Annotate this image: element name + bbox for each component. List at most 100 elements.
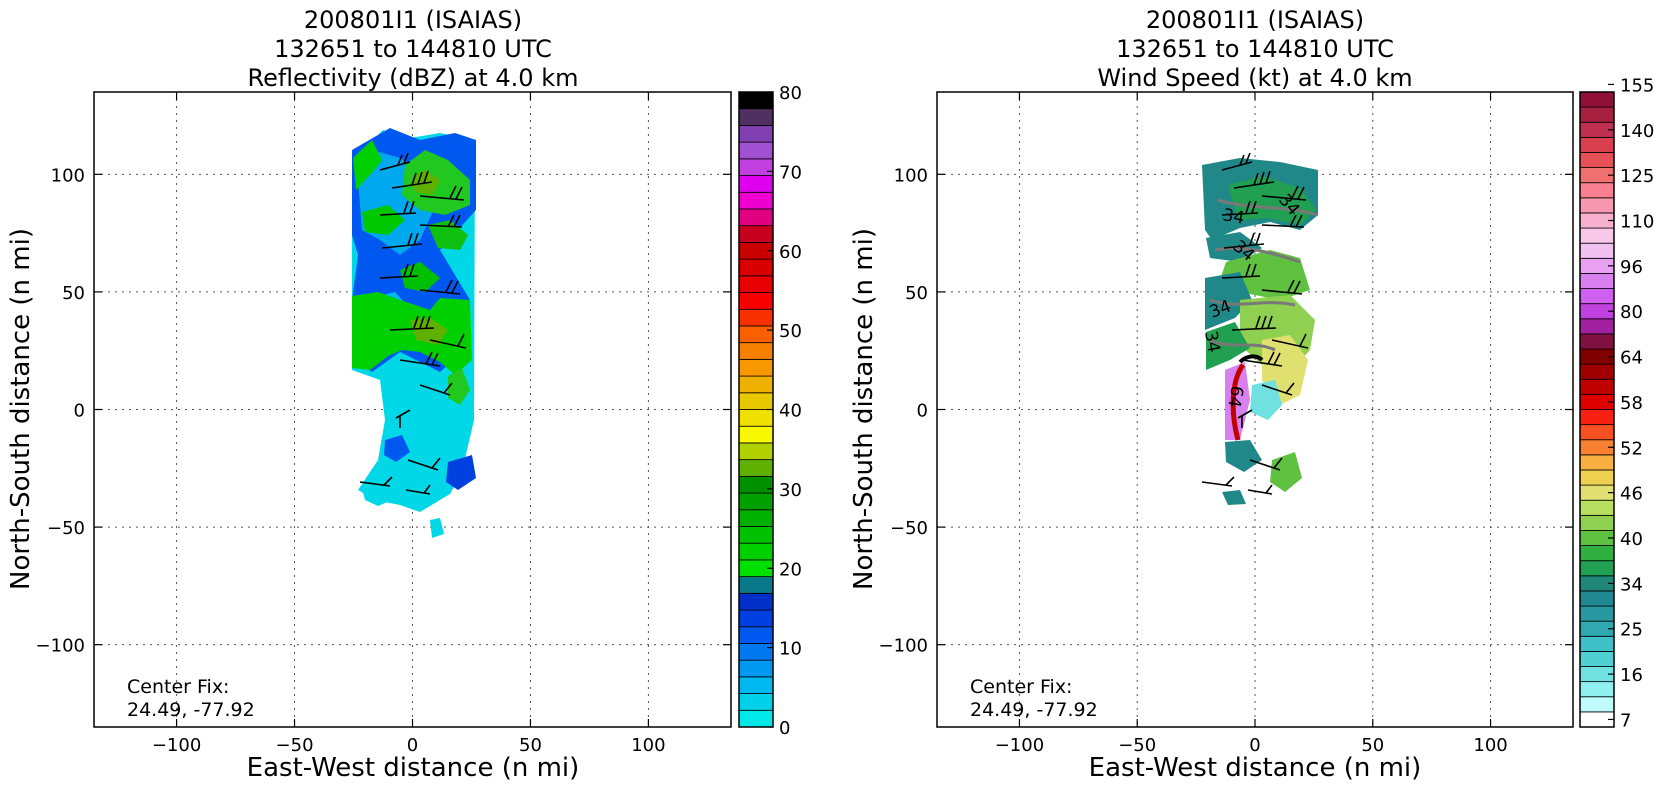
colorbar-segment (738, 108, 774, 126)
x-tick-label: −50 (276, 735, 314, 756)
colorbar-segment (738, 292, 774, 310)
colorbar-tick-label: 46 (1620, 484, 1643, 505)
colorbar-segment (738, 191, 774, 210)
colorbar-segment (1579, 605, 1615, 622)
colorbar-segment (1579, 333, 1615, 350)
colorbar-segment (738, 141, 774, 160)
colorbar-segment (738, 392, 774, 410)
colorbar-segment (738, 125, 774, 143)
colorbar-segment (738, 492, 774, 511)
colorbar-segment (1579, 227, 1615, 244)
colorbar-tick-label: 80 (1620, 302, 1643, 323)
colorbar-segment (1579, 454, 1615, 471)
x-tick-labels: −100 −50 0 50 100 (995, 735, 1508, 756)
x-tick-label: −100 (995, 735, 1044, 756)
colorbar-reflectivity (738, 91, 774, 728)
colorbar-tick-label: 64 (1620, 348, 1643, 369)
wind-speed-field: 34 34 34 34 34 64 (1200, 152, 1319, 505)
colorbar-tick-label: 40 (1620, 529, 1643, 550)
x-tick-label: 50 (1361, 735, 1384, 756)
colorbar-segment (738, 576, 774, 594)
x-tick-label: 0 (1249, 735, 1260, 756)
colorbar-segment (1579, 136, 1615, 153)
colorbar-tick-label: 7 (1620, 710, 1631, 731)
colorbar-segment (738, 459, 774, 477)
colorbar-segment (738, 91, 774, 110)
colorbar-segment (1579, 651, 1615, 667)
y-axis-label: North-South distance (n mi) (6, 228, 36, 590)
colorbar-tick-label: 110 (1620, 212, 1654, 233)
colorbar-segment (738, 542, 774, 561)
colorbar-segment (1579, 106, 1615, 123)
axis-ticks (937, 92, 1573, 727)
colorbar-segment (1579, 273, 1615, 289)
colorbar-tick-labels: 0 10 20 30 40 50 60 70 80 (767, 83, 802, 739)
colorbar-segment (738, 409, 774, 427)
center-fix-label: Center Fix: (970, 676, 1072, 698)
colorbar-segment (1579, 378, 1615, 395)
y-tick-label: 0 (74, 401, 85, 422)
colorbar-segment (738, 308, 774, 327)
colorbar-segment (738, 425, 774, 444)
colorbar-segment (1579, 681, 1615, 698)
colorbar-segment (738, 609, 774, 628)
colorbar-segment (738, 676, 774, 694)
colorbar-segment (1579, 182, 1615, 199)
colorbar-segment (1579, 91, 1615, 108)
y-tick-label: −50 (47, 518, 85, 539)
colorbar-segment (738, 208, 774, 227)
colorbar-tick-label: 80 (779, 83, 802, 104)
colorbar-tick-label: 52 (1620, 438, 1643, 459)
colorbar-tick-label: 60 (779, 242, 802, 263)
colorbar-tick-label: 140 (1620, 121, 1654, 142)
center-fix-value: 24.49, -77.92 (970, 699, 1098, 721)
colorbar-segment (738, 659, 774, 678)
y-tick-label: −100 (879, 636, 928, 657)
colorbar-segment (1579, 288, 1615, 305)
x-tick-label: −100 (152, 735, 201, 756)
colorbar-frame (1579, 91, 1615, 728)
colorbar-segment (738, 275, 774, 293)
title-line-1: 200801I1 (ISAIAS) (1146, 6, 1364, 34)
reflectivity-field (352, 128, 476, 538)
y-tick-label: −50 (890, 518, 928, 539)
colorbar-segment (1579, 499, 1615, 516)
colorbar-segment (1579, 545, 1615, 562)
colorbar-tick-label: 70 (779, 162, 802, 183)
contour-label: 34 (1200, 329, 1223, 354)
colorbar-segment (738, 509, 774, 527)
y-tick-label: −100 (36, 636, 85, 657)
x-tick-label: 50 (519, 735, 542, 756)
y-tick-labels: −100 −50 0 50 100 (36, 165, 85, 656)
colorbar-segment (738, 442, 774, 461)
y-axis-label: North-South distance (n mi) (849, 228, 879, 590)
colorbar-segment (1579, 514, 1615, 531)
colorbar-segment (1579, 197, 1615, 214)
colorbar-segment (1579, 696, 1615, 713)
y-tick-labels: −100 −50 0 50 100 (879, 165, 928, 656)
colorbar-tick-label: 20 (779, 559, 802, 580)
colorbar-tick-label: 25 (1620, 620, 1643, 641)
colorbar-segment (738, 158, 774, 176)
colorbar-tick-label: 34 (1620, 574, 1643, 595)
colorbar-segment (738, 626, 774, 644)
y-tick-label: 0 (917, 401, 928, 422)
colorbar-tick-label: 58 (1620, 393, 1643, 414)
x-tick-labels: −100 −50 0 50 100 (152, 735, 666, 756)
contour-label: 34 (1221, 205, 1246, 228)
colorbar-segment (1579, 363, 1615, 380)
colorbar-segment (1579, 424, 1615, 441)
colorbar-segment (1579, 318, 1615, 335)
y-tick-label: 100 (894, 165, 928, 186)
colorbar-segment (738, 475, 774, 494)
colorbar-segment (738, 358, 774, 377)
colorbar-segment (738, 693, 774, 711)
title-line-1: 200801I1 (ISAIAS) (304, 6, 522, 34)
x-axis-label: East-West distance (n mi) (247, 753, 580, 783)
y-tick-label: 50 (905, 283, 928, 304)
y-tick-label: 50 (62, 283, 85, 304)
colorbar-segment (738, 526, 774, 544)
x-tick-label: 100 (1473, 735, 1507, 756)
center-fix-value: 24.49, -77.92 (127, 699, 255, 721)
